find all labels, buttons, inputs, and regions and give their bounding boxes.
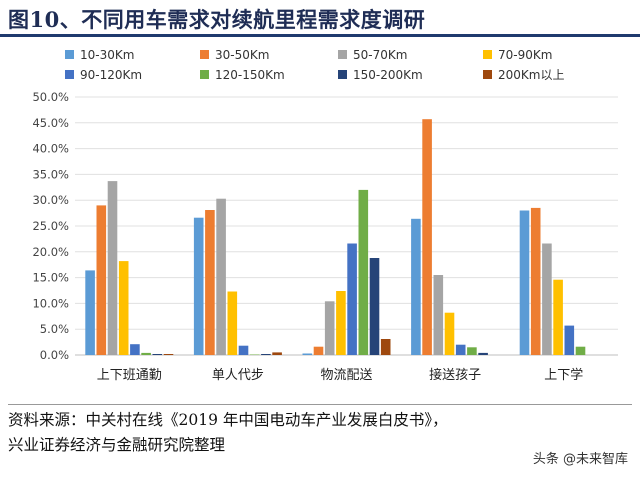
bar-1-0 [193,217,204,355]
bar-3-2 [433,275,444,355]
x-tick-label-0: 上下班通勤 [97,368,162,383]
bar-3-3 [444,312,455,355]
bar-1-1 [205,210,215,355]
legend-swatch-2 [338,50,347,59]
figure-title: 图10、不同用车需求对续航里程需求度调研 [8,7,426,32]
y-tick-label-1: 5.0% [40,322,69,336]
bar-0-3 [118,261,129,355]
bar-2-0 [302,353,313,355]
y-tick-label-0: 0.0% [40,348,69,362]
legend-swatch-0 [65,50,74,59]
bar-1-3 [227,291,238,355]
bar-3-6 [478,352,488,355]
source-note: 资料来源：中关村在线《2019 年中国电动车产业发展白皮书》， 兴业证券经济与金… [8,404,632,458]
bar-1-6 [261,354,271,355]
y-tick-label-6: 30.0% [32,193,69,207]
bar-3-0 [411,218,421,355]
chart-area: 10-30Km 30-50Km 50-70Km 70-90Km 90-120Km 120-… [20,42,625,398]
bar-4-5 [575,346,586,355]
y-tick-label-3: 15.0% [32,271,69,285]
y-tick-label-10: 50.0% [32,90,69,104]
legend-label-1: 30-50Km [215,48,269,62]
bar-4-1 [530,207,541,355]
legend-label-2: 50-70Km [353,48,407,62]
legend-swatch-3 [483,50,492,59]
bar-0-0 [85,270,95,355]
x-tick-label-3: 接送孩子 [429,367,481,383]
x-tick-label-1: 单人代步 [212,368,264,383]
bar-2-5 [358,189,369,355]
source-line-1: 资料来源：中关村在线《2019 年中国电动车产业发展白皮书》， [8,411,448,429]
bar-1-7 [272,352,282,355]
source-line-2: 兴业证券经济与金融研究院整理 [8,436,226,454]
legend-label-4: 90-120Km [80,68,142,82]
bar-3-5 [467,347,477,355]
legend-swatch-5 [200,70,209,79]
bar-4-3 [553,279,563,355]
bar-0-6 [152,354,163,355]
y-tick-label-4: 20.0% [32,245,69,259]
legend-swatch-4 [65,70,74,79]
y-tick-label-8: 40.0% [32,142,69,156]
bar-1-2 [216,198,226,355]
x-tick-label-4: 上下学 [544,367,583,383]
bar-4-0 [519,210,530,355]
legend-swatch-6 [338,70,347,79]
bar-chart: 10-30Km 30-50Km 50-70Km 70-90Km 90-120Km 120-… [32,48,618,383]
legend-label-3: 70-90Km [498,48,552,62]
legend-label-7: 200Km以上 [498,68,564,82]
bar-1-4 [238,345,249,355]
y-tick-label-7: 35.0% [32,167,69,181]
bar-3-4 [455,344,466,355]
bar-0-7 [163,354,174,355]
bar-2-2 [324,301,335,355]
bar-2-4 [347,243,357,355]
legend-label-6: 150-200Km [353,68,423,82]
legend-label-5: 120-150Km [215,68,285,82]
bar-2-7 [380,339,391,355]
x-tick-label-2: 物流配送 [320,368,372,383]
y-tick-label-2: 10.0% [32,296,69,310]
y-tick-label-9: 45.0% [32,116,69,130]
legend-swatch-7 [483,70,492,79]
bar-2-3 [336,291,346,355]
bar-0-5 [141,352,151,355]
title-divider [0,34,640,37]
bar-4-4 [564,325,575,355]
watermark: 头条 @未来智库 [532,452,628,467]
bar-1-5 [249,354,260,355]
bar-2-6 [369,258,380,355]
legend-swatch-1 [200,50,209,59]
y-tick-label-5: 25.0% [32,219,69,233]
bar-0-1 [96,205,107,355]
bar-3-1 [422,119,432,355]
bar-0-4 [130,344,140,355]
bar-0-2 [107,181,118,355]
bar-2-1 [313,346,324,355]
bar-4-2 [542,243,552,355]
legend-label-0: 10-30Km [80,48,134,62]
